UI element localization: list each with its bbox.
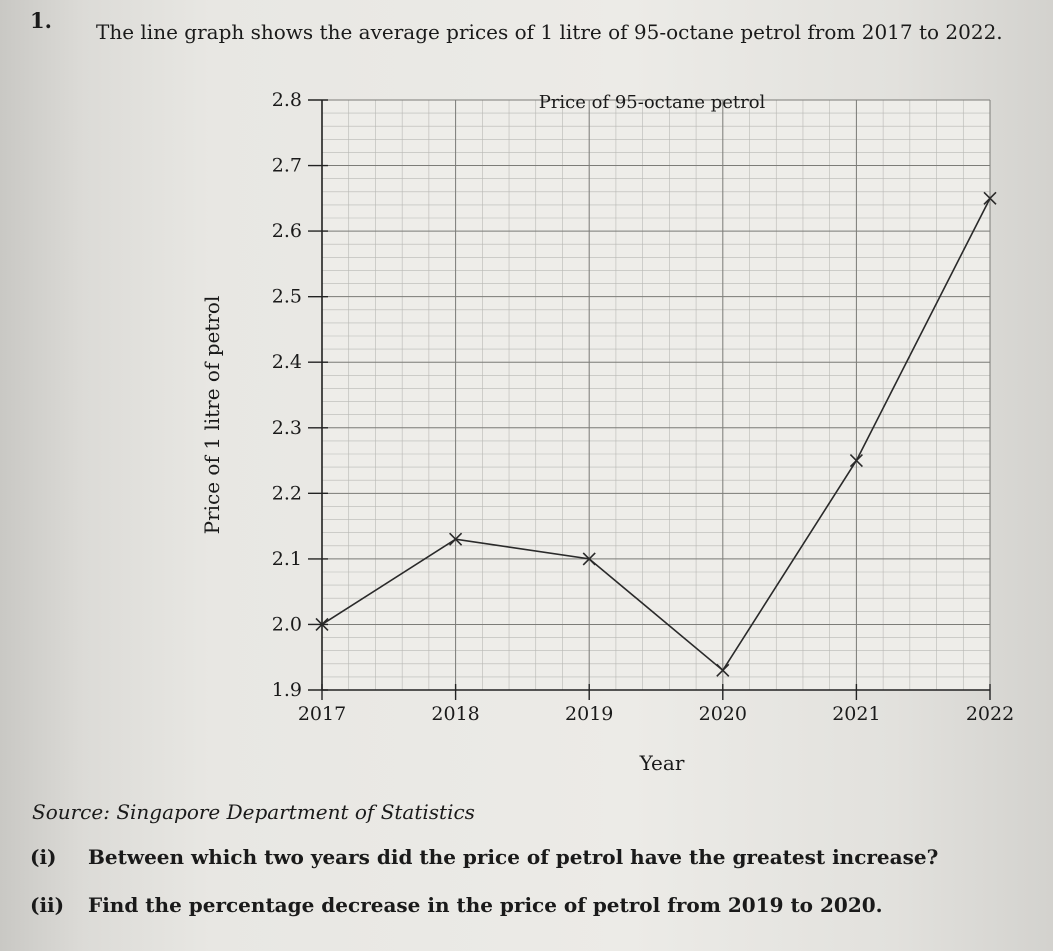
- y-tick-label: 2.3: [272, 417, 302, 439]
- y-axis-label: Price of 1 litre of petrol: [200, 296, 224, 535]
- x-tick-label: 2018: [431, 703, 479, 725]
- y-tick-label: 2.7: [272, 155, 302, 177]
- data-point-2021: [849, 453, 863, 468]
- major-grid: [321, 99, 991, 691]
- data-point-2018: [449, 532, 463, 546]
- x-tick-label: 2021: [832, 703, 880, 725]
- part-i-label: (i): [30, 845, 57, 869]
- cross-marker-stroke: [582, 552, 596, 566]
- cross-marker-stroke: [849, 453, 863, 468]
- question-intro: The line graph shows the average prices …: [96, 20, 1003, 44]
- y-tick-label: 2.6: [272, 220, 302, 242]
- x-tick-label: 2017: [298, 703, 346, 725]
- y-tick-label: 2.8: [272, 89, 302, 111]
- source-note: Source: Singapore Department of Statisti…: [32, 800, 475, 824]
- x-axis-label: Year: [639, 751, 685, 775]
- x-tick-label: 2019: [565, 703, 613, 725]
- part-ii-label: (ii): [30, 893, 65, 917]
- data-point-2017: [315, 617, 329, 632]
- part-ii-text: Find the percentage decrease in the pric…: [88, 893, 883, 917]
- part-i-text: Between which two years did the price of…: [88, 845, 939, 869]
- data-point-2020: [716, 663, 730, 677]
- cross-marker-stroke: [449, 532, 463, 546]
- x-tick-labels: 2017 2018 2019 2020 2021 2022: [298, 684, 1014, 725]
- axes: [321, 100, 990, 691]
- petrol-price-line-chart: 1.92.02.12.22.32.42.52.62.72.8 2017 2018 2…: [200, 89, 1014, 775]
- series-layer: [315, 191, 997, 677]
- y-tick-labels: 1.9 2.0 2.1 2.2 2.3 2.4 2.5 2.6 2.7 2.8: [272, 89, 328, 701]
- series-line: [321, 197, 991, 672]
- x-tick-label: 2020: [699, 703, 747, 725]
- cross-marker-stroke: [315, 617, 329, 632]
- y-tick-label: 2.4: [272, 351, 302, 373]
- chart-title: Price of 95-octane petrol: [539, 92, 766, 113]
- question-number: 1.: [30, 8, 52, 33]
- y-tick-label: 2.5: [272, 286, 302, 308]
- x-tick-label: 2022: [966, 703, 1014, 725]
- cross-marker-stroke: [983, 191, 997, 205]
- cross-marker-stroke: [716, 663, 730, 677]
- data-point-2022: [983, 191, 997, 205]
- y-tick-label: 1.9: [272, 679, 302, 701]
- y-tick-label: 2.1: [272, 548, 302, 570]
- plot-area: [322, 100, 990, 690]
- y-tick-label: 2.2: [272, 482, 302, 504]
- y-tick-label: 2.0: [272, 613, 302, 635]
- data-point-2019: [582, 552, 596, 566]
